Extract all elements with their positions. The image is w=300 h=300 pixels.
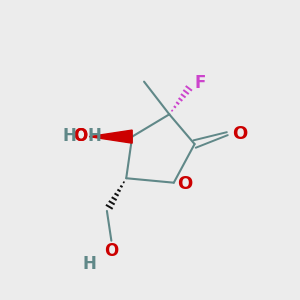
Polygon shape bbox=[89, 130, 132, 143]
Text: O: O bbox=[73, 127, 88, 145]
Text: H: H bbox=[82, 255, 96, 273]
Text: O: O bbox=[177, 175, 193, 193]
Text: F: F bbox=[195, 74, 206, 92]
Text: O: O bbox=[104, 242, 118, 260]
Text: H: H bbox=[62, 127, 76, 145]
Text: O: O bbox=[73, 127, 87, 145]
Text: H: H bbox=[87, 127, 101, 145]
Text: O: O bbox=[232, 125, 247, 143]
